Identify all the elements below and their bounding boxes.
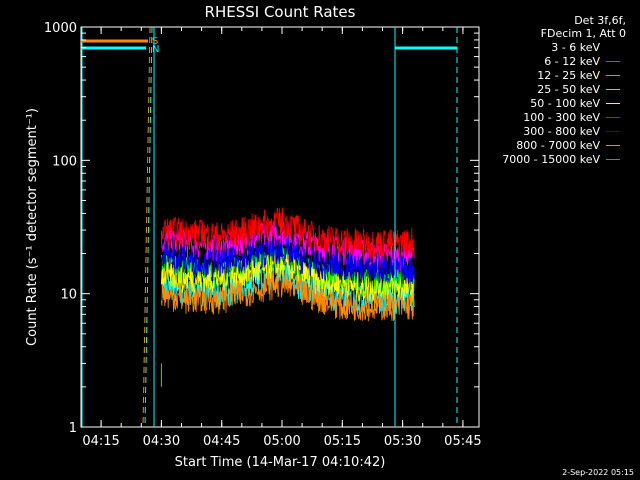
saa-line-cyan — [144, 26, 153, 428]
legend-entry-label: 800 - 7000 keV — [516, 138, 600, 152]
legend-entry: 3 - 6 keV — [486, 40, 626, 54]
legend-entry-label: 50 - 100 keV — [530, 96, 600, 110]
y-tick-label: 100 — [52, 154, 77, 169]
legend-entry-swatch — [606, 88, 620, 90]
footer-timestamp: 2-Sep-2022 05:15 — [562, 468, 634, 477]
x-tick-label: 05:30 — [384, 434, 421, 449]
x-tick-label: 04:45 — [203, 434, 240, 449]
legend-entry-label: 12 - 25 keV — [537, 68, 600, 82]
series-line — [161, 237, 415, 285]
legend-entry: 50 - 100 keV — [486, 96, 626, 110]
legend-entry-label: 6 - 12 keV — [544, 54, 600, 68]
legend-entry: 800 - 7000 keV — [486, 138, 626, 152]
x-axis-label: Start Time (14-Mar-17 04:10:42) — [175, 455, 386, 470]
series-line — [161, 207, 415, 258]
legend-entry: 12 - 25 keV — [486, 68, 626, 82]
legend-entry-label: 100 - 300 keV — [523, 110, 600, 124]
legend-header-line1: Det 3f,6f, — [574, 14, 626, 27]
series-line — [161, 269, 415, 322]
series-line — [161, 153, 415, 176]
saa-label: S — [152, 36, 158, 47]
y-tick-label: 10 — [60, 288, 77, 303]
x-tick-label: 05:00 — [263, 434, 300, 449]
x-tick-label: 05:15 — [324, 434, 361, 449]
legend-entry-label: 7000 - 15000 keV — [502, 152, 600, 166]
x-tick-label: 05:45 — [444, 434, 481, 449]
legend-entry-swatch — [606, 74, 620, 76]
legend-entry-label: 3 - 6 keV — [551, 40, 600, 54]
plot-frame — [80, 26, 480, 428]
legend-entry-swatch — [606, 144, 620, 146]
legend-entry-swatch — [606, 158, 620, 160]
legend-entry: 300 - 800 keV — [486, 124, 626, 138]
x-tick-label: 04:15 — [82, 434, 119, 449]
legend-entry-swatch — [606, 130, 620, 132]
x-tick-label: 04:30 — [143, 434, 180, 449]
legend-header: Det 3f,6f, FDecim 1, Att 0 — [486, 14, 626, 40]
y-tick-label: 1 — [69, 421, 77, 436]
y-tick-label: 1000 — [44, 21, 77, 36]
y-axis-label: Count Rate (s⁻¹ detector segment⁻¹) — [25, 108, 40, 346]
legend-entry: 6 - 12 keV — [486, 54, 626, 68]
legend-entry: 7000 - 15000 keV — [486, 152, 626, 166]
legend-header-line2: FDecim 1, Att 0 — [540, 27, 626, 40]
chart-title: RHESSI Count Rates — [205, 3, 356, 21]
saa-line-orange — [142, 26, 151, 428]
legend-entry: 100 - 300 keV — [486, 110, 626, 124]
legend-entry-label: 25 - 50 keV — [537, 82, 600, 96]
legend-entry-label: 300 - 800 keV — [523, 124, 600, 138]
series-line — [161, 252, 415, 303]
legend-entry-swatch — [606, 46, 620, 48]
legend: 3 - 6 keV 6 - 12 keV 12 - 25 keV 25 - 50 ke… — [486, 40, 626, 166]
legend-entry-swatch — [606, 60, 620, 62]
legend-entry-swatch — [606, 102, 620, 104]
night-label: N — [152, 44, 159, 55]
legend-entry: 25 - 50 keV — [486, 82, 626, 96]
legend-entry-swatch — [606, 116, 620, 118]
